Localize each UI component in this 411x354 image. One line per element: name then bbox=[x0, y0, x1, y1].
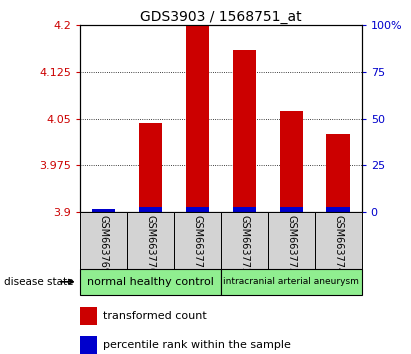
Bar bbox=[221, 269, 362, 295]
Text: GSM663773: GSM663773 bbox=[286, 215, 296, 274]
Text: disease state: disease state bbox=[4, 277, 74, 287]
Text: percentile rank within the sample: percentile rank within the sample bbox=[103, 339, 291, 350]
Bar bbox=[174, 212, 221, 269]
Bar bbox=[326, 134, 350, 212]
Text: transformed count: transformed count bbox=[103, 311, 206, 321]
Bar bbox=[233, 207, 256, 212]
Bar bbox=[186, 207, 209, 212]
Bar bbox=[92, 211, 115, 212]
Bar bbox=[80, 307, 97, 325]
Text: GSM663770: GSM663770 bbox=[145, 215, 155, 274]
Bar bbox=[326, 207, 350, 212]
Bar bbox=[139, 123, 162, 212]
Text: GSM663769: GSM663769 bbox=[99, 215, 109, 274]
Text: intracranial arterial aneurysm: intracranial arterial aneurysm bbox=[223, 277, 359, 286]
Text: GSM663774: GSM663774 bbox=[333, 215, 343, 274]
Bar bbox=[221, 212, 268, 269]
Bar bbox=[315, 212, 362, 269]
Bar bbox=[268, 212, 315, 269]
Bar bbox=[279, 111, 303, 212]
Text: normal healthy control: normal healthy control bbox=[87, 277, 214, 287]
Bar bbox=[80, 336, 97, 354]
Text: GSM663772: GSM663772 bbox=[239, 215, 249, 274]
Bar bbox=[127, 212, 174, 269]
Bar bbox=[233, 50, 256, 212]
Title: GDS3903 / 1568751_at: GDS3903 / 1568751_at bbox=[140, 10, 302, 24]
Bar bbox=[92, 209, 115, 212]
Bar bbox=[139, 207, 162, 212]
Bar bbox=[80, 269, 221, 295]
Bar bbox=[80, 212, 127, 269]
Bar bbox=[186, 25, 209, 212]
Bar bbox=[279, 207, 303, 212]
Text: GSM663771: GSM663771 bbox=[192, 215, 203, 274]
